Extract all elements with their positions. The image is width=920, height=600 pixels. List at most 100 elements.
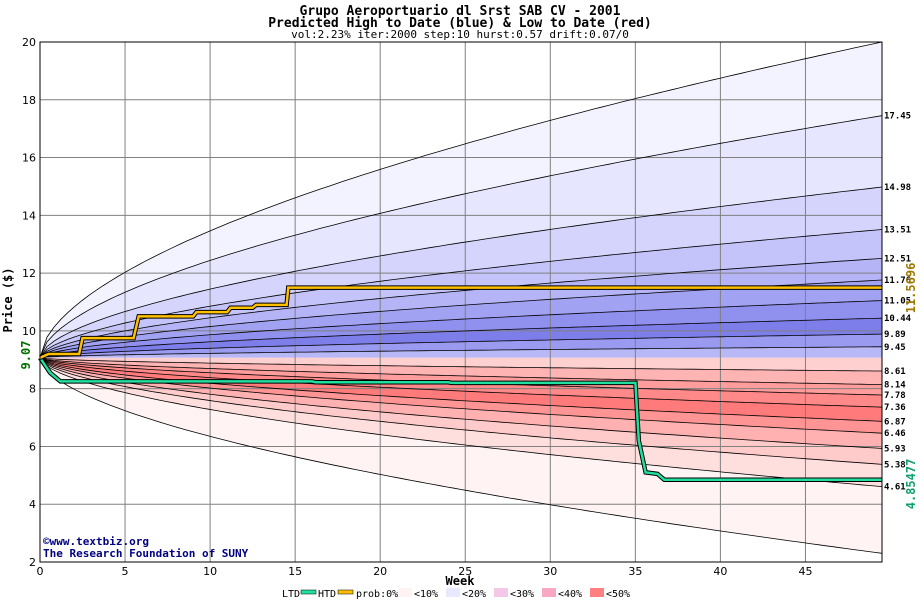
blue-band [40,258,882,358]
legend-item-label: <10% [414,589,438,600]
plot-frame [39,41,883,563]
legend-swatch [446,588,460,597]
percentile-curve [40,357,882,465]
right-value-label: 7.78 [884,391,906,401]
right-value-label: 13.51 [884,225,911,235]
red-band [40,357,882,371]
y-tick-label: 10 [22,325,36,338]
right-value-label: 9.45 [884,343,906,353]
red-band [40,357,882,487]
y-axis-label: Price ($) [1,267,15,332]
y-tick-label: 20 [22,36,36,49]
legend-item-label: <30% [510,589,534,600]
legend-htd-label: HTD [318,589,336,600]
right-value-label: 9.89 [884,330,906,340]
red-band [40,357,882,449]
start-price-label: 9.07 [19,341,33,370]
percentile-curve [40,346,882,359]
blue-band [40,346,882,358]
red-band [40,357,882,434]
x-tick-label: 25 [458,565,472,578]
right-value-label: 14.98 [884,183,911,193]
y-tick-label: 18 [22,94,36,107]
y-ticks: 2 4 6 8 10 12 14 16 18 20 [22,36,36,569]
legend-swatch [494,588,508,597]
legend-item-label: <50% [606,589,630,600]
right-value-label: 6.87 [884,417,906,427]
percentile-curve [40,357,882,487]
legend-swatch [398,588,412,597]
right-value-label: 8.61 [884,367,906,377]
blue-band [40,42,882,358]
percentile-curve [40,186,882,359]
chart-subtitle: Predicted High to Date (blue) & Low to D… [268,16,652,31]
x-tick-label: 35 [628,565,642,578]
ltd-line [38,357,882,481]
legend-htd-swatch [337,589,354,595]
y-tick-label: 4 [29,498,36,511]
legend-prob-label: prob:0% [356,589,398,600]
percentile-curve [40,229,882,359]
right-value-label: 4.61 [884,483,906,493]
right-value-labels: 17.45 14.98 13.51 12.51 11.76 11.05 10.44 9.89 9… [884,112,912,493]
x-axis-label: Week [446,574,476,588]
x-tick-label: 30 [543,565,557,578]
right-value-label: 5.38 [884,460,906,470]
right-value-label: 12.51 [884,254,911,264]
ltd-final-label: 4.85477 [904,459,918,510]
probability-bands [40,42,882,554]
credit-foundation: The Research Foundation of SUNY [43,547,249,560]
y-tick-label: 8 [29,383,36,396]
right-value-label: 11.76 [884,276,911,286]
x-tick-label: 10 [203,565,217,578]
x-tick-label: 5 [122,565,129,578]
percentile-curve [40,333,882,359]
red-band [40,357,882,395]
legend-item-label: <40% [558,589,582,600]
y-tick-label: 16 [22,152,36,165]
red-band [40,357,882,465]
legend: LTD HTD prob:0% <10% <20% <30% <40% <50% [282,588,630,600]
percentile-curve [40,357,882,372]
percentile-curve [40,357,882,408]
legend-item-label: <20% [462,589,486,600]
x-tick-label: 20 [373,565,387,578]
x-tick-label: 0 [37,565,44,578]
red-band [40,357,882,385]
percentile-curve [40,317,882,359]
percentile-curve [40,258,882,359]
credit-website: ©www.textbiz.org [43,535,149,548]
percentile-curve [40,42,882,358]
right-value-label: 17.45 [884,112,911,122]
chart-params: vol:2.23% iter:2000 step:10 hurst:0.57 d… [291,28,629,41]
chart-title: Grupo Aeroportuario dl Srst SAB CV - 200… [300,4,621,19]
htd-line [39,286,882,359]
legend-ltd-label: LTD [282,589,300,600]
red-band [40,357,882,408]
y-tick-label: 6 [29,440,36,453]
legend-swatch [542,588,556,597]
legend-ltd-swatch [300,589,317,595]
right-value-label: 6.46 [884,429,906,439]
series-lines [38,285,882,482]
x-tick-label: 40 [713,565,727,578]
percentile-curve [40,357,882,449]
y-tick-label: 12 [22,267,36,280]
percentile-curve [40,300,882,359]
x-tick-label: 15 [288,565,302,578]
blue-band [40,115,882,358]
blue-band [40,187,882,358]
blue-band [40,229,882,358]
percentile-curve [40,357,882,385]
x-ticks: 0 5 10 15 20 25 30 35 40 45 [37,565,813,578]
percentile-curve [40,357,882,554]
right-value-label: 10.44 [884,314,912,324]
right-value-label: 5.93 [884,444,906,454]
blue-band [40,334,882,358]
right-value-label: 11.05 [884,297,911,307]
legend-swatch [590,588,604,597]
red-band [40,357,882,422]
y-tick-label: 14 [22,209,36,222]
right-value-label: 8.14 [884,381,906,391]
